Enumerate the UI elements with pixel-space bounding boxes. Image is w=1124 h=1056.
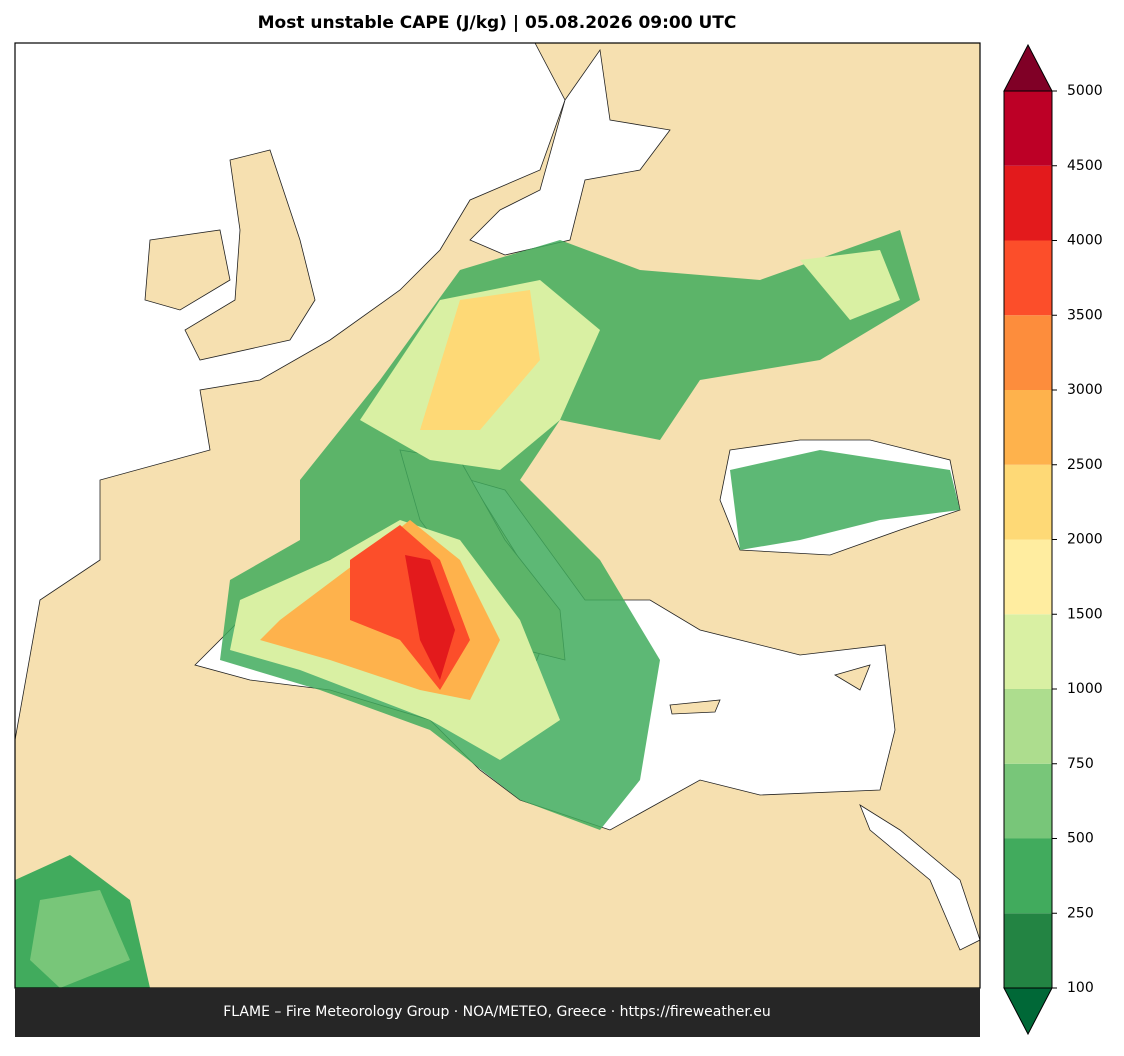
colorbar-band — [1004, 464, 1052, 540]
cape-field — [15, 230, 960, 988]
colorbar-tick-label: 1500 — [1067, 606, 1103, 622]
colorbar-band — [1004, 390, 1052, 465]
footer-text: FLAME – Fire Meteorology Group · NOA/MET… — [223, 1004, 771, 1020]
colorbar-under — [1003, 987, 1053, 1036]
map — [15, 43, 980, 988]
colorbar-tick-label: 1000 — [1067, 681, 1103, 697]
map-title: Most unstable CAPE (J/kg) | 05.08.2026 0… — [258, 13, 737, 33]
colorbar-tick-label: 500 — [1067, 831, 1094, 847]
colorbar-tick-label: 100 — [1067, 980, 1094, 996]
colorbar-band — [1004, 913, 1052, 988]
colorbar-tick-label: 4500 — [1067, 158, 1103, 174]
colorbar-band — [1004, 240, 1052, 316]
colorbar-band — [1004, 689, 1052, 764]
colorbar-band — [1004, 763, 1052, 839]
colorbar-band — [1004, 838, 1052, 914]
footer-band — [15, 988, 980, 1037]
colorbar-tick-label: 5000 — [1067, 83, 1103, 99]
colorbar-tick-label: 250 — [1067, 905, 1094, 921]
colorbar: 100 250 500 750 1000 1500 2000 2500 3000 3500 4000… — [1003, 43, 1103, 1036]
colorbar-band — [1004, 165, 1052, 241]
colorbar-band — [1004, 315, 1052, 390]
colorbar-band — [1004, 614, 1052, 689]
colorbar-tick-label: 3500 — [1067, 307, 1103, 323]
colorbar-band — [1004, 91, 1052, 166]
colorbar-band — [1004, 539, 1052, 615]
colorbar-tick-label: 3000 — [1067, 382, 1103, 398]
colorbar-tick-label: 750 — [1067, 756, 1094, 772]
colorbar-tick-label: 2000 — [1067, 532, 1103, 548]
colorbar-over — [1003, 43, 1053, 92]
colorbar-tick-label: 2500 — [1067, 457, 1103, 473]
colorbar-tick-label: 4000 — [1067, 233, 1103, 249]
